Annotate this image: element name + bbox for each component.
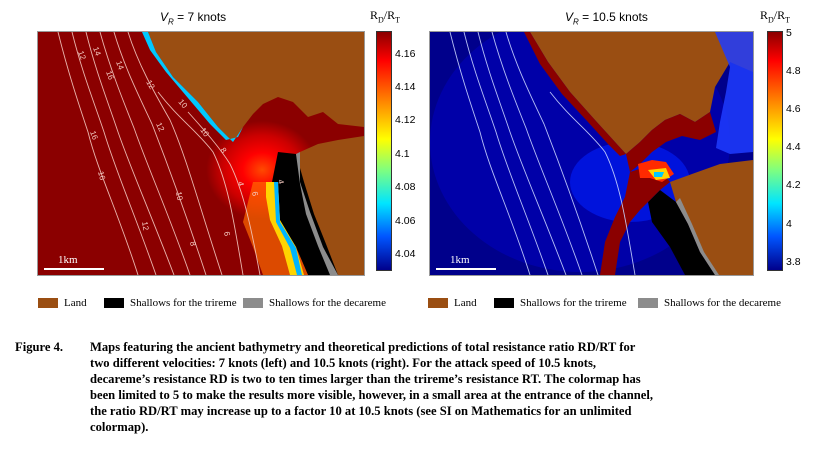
right-colorbar-tick: 4.2 <box>786 179 801 191</box>
legend-swatch-trireme <box>494 298 514 308</box>
caption-line: colormap). <box>90 420 149 434</box>
svg-text:12: 12 <box>154 121 166 133</box>
legend-item-shallows-decareme: Shallows for the decareme <box>243 297 386 309</box>
left-colorbar-tick: 4.14 <box>395 81 416 93</box>
left-colorbar-tick: 4.06 <box>395 215 416 227</box>
svg-text:16: 16 <box>104 70 116 82</box>
caption-line: two different velocities: 7 knots (left)… <box>90 356 597 370</box>
legend-item-shallows-trireme: Shallows for the trireme <box>104 297 237 309</box>
caption-label: Figure 4. <box>15 340 64 354</box>
left-land-north <box>148 32 364 142</box>
svg-text:12: 12 <box>76 50 88 62</box>
left-map: 12 14 16 10 12 14 16 12 10 16 8 6 4 10 1… <box>37 31 365 276</box>
right-colorbar-tick: 4.4 <box>786 141 801 153</box>
left-land-south <box>300 136 364 275</box>
left-scale-label: 1km <box>58 254 78 266</box>
right-map-svg <box>430 32 753 275</box>
svg-text:14: 14 <box>91 46 103 58</box>
right-colorbar-tick: 3.8 <box>786 256 801 268</box>
legend-swatch-land <box>38 298 58 308</box>
legend-swatch-decareme <box>638 298 658 308</box>
right-colorbar <box>767 31 783 271</box>
svg-text:6: 6 <box>250 191 260 197</box>
right-red-band-south <box>600 167 670 275</box>
left-colorbar-tick: 4.04 <box>395 248 416 260</box>
legend-item-shallows-trireme: Shallows for the trireme <box>494 297 627 309</box>
svg-text:6: 6 <box>222 231 232 237</box>
legend-item-land: Land <box>428 297 477 309</box>
right-colorbar-tick: 4.6 <box>786 103 801 115</box>
caption-text: Maps featuring the ancient bathymetry an… <box>90 339 830 435</box>
right-colorbar-tick: 5 <box>786 27 792 39</box>
left-colorbar <box>376 31 392 271</box>
caption-line: Maps featuring the ancient bathymetry an… <box>90 340 636 354</box>
left-map-svg: 12 14 16 10 12 14 16 12 10 16 8 6 4 10 1… <box>38 32 364 275</box>
legend-swatch-land <box>428 298 448 308</box>
left-colorbar-tick: 4.12 <box>395 114 416 126</box>
left-contours <box>57 32 261 275</box>
left-panel-title: VR = 7 knots <box>160 10 227 27</box>
right-contours <box>449 32 636 275</box>
right-colorbar-title: RD/RT <box>760 8 791 25</box>
svg-text:8: 8 <box>218 146 228 155</box>
legend-item-land: Land <box>38 297 87 309</box>
caption-line: the ratio RD/RT may increase up to a fac… <box>90 404 632 418</box>
right-colorbar-tick: 4.8 <box>786 65 801 77</box>
right-red-band-north <box>626 112 716 172</box>
left-colorbar-title: RD/RT <box>370 8 401 25</box>
caption-line: been limited to 5 to make the results mo… <box>90 388 654 402</box>
right-shallows-trireme <box>648 190 715 275</box>
left-colorbar-tick: 4.1 <box>395 148 410 160</box>
svg-text:4: 4 <box>236 181 246 187</box>
legend-swatch-decareme <box>243 298 263 308</box>
left-coast-edge <box>142 32 243 142</box>
svg-text:16: 16 <box>96 170 107 181</box>
right-map: 1km <box>429 31 754 276</box>
svg-text:14: 14 <box>114 60 126 72</box>
right-shallows-decareme <box>676 198 719 275</box>
right-scale-label: 1km <box>450 254 470 266</box>
legend-swatch-trireme <box>104 298 124 308</box>
svg-text:10: 10 <box>174 191 185 202</box>
legend-item-shallows-decareme: Shallows for the decareme <box>638 297 781 309</box>
svg-text:4: 4 <box>276 179 286 185</box>
right-coast-edge <box>524 32 626 156</box>
caption-line: decareme’s resistance RD is two to ten t… <box>90 372 641 386</box>
left-channel-cyan <box>274 182 302 275</box>
svg-text:12: 12 <box>140 221 151 232</box>
left-colorbar-tick: 4.16 <box>395 48 416 60</box>
right-land-north <box>530 32 753 154</box>
right-land-south <box>670 160 753 275</box>
svg-text:8: 8 <box>188 241 198 247</box>
left-colorbar-tick: 4.08 <box>395 181 416 193</box>
svg-text:16: 16 <box>88 130 100 142</box>
right-panel-title: VR = 10.5 knots <box>565 10 648 27</box>
right-colorbar-tick: 4 <box>786 218 792 230</box>
